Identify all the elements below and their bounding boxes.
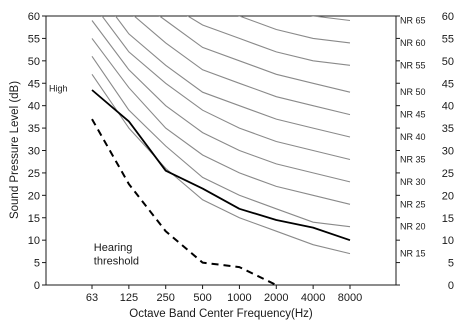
right-tick-label: 55 xyxy=(442,33,454,45)
left-tick-label: 45 xyxy=(28,78,40,90)
label-nr-50: NR 50 xyxy=(400,87,426,97)
label-nr-65: NR 65 xyxy=(400,16,426,26)
hearing-threshold-line xyxy=(91,118,277,285)
right-tick-label: 15 xyxy=(442,213,454,225)
nr-curves-group xyxy=(91,16,351,255)
left-tick-label: 5 xyxy=(34,258,40,270)
left-tick-label: 15 xyxy=(28,213,40,225)
right-tick-label: 45 xyxy=(442,78,454,90)
right-tick-label: 50 xyxy=(442,56,454,68)
x-axis-title: Octave Band Center Frequency(Hz) xyxy=(129,308,313,320)
curve-nr-45 xyxy=(133,16,351,116)
curve-nr-50 xyxy=(158,16,351,93)
right-tick-label: 20 xyxy=(442,190,454,202)
curve-nr-55 xyxy=(186,16,351,66)
x-tick-label: 2000 xyxy=(264,292,288,304)
right-tick-label: 5 xyxy=(448,258,454,270)
annotation-hearing-threshold: Hearing xyxy=(94,242,133,254)
label-nr-15: NR 15 xyxy=(400,249,426,259)
label-nr-30: NR 30 xyxy=(400,177,426,187)
series-group xyxy=(91,89,351,285)
left-tick-label: 20 xyxy=(28,190,40,202)
x-tick-label: 500 xyxy=(193,292,211,304)
label-nr-40: NR 40 xyxy=(400,132,426,142)
y-axis-title: Sound Pressure Level (dB) xyxy=(9,81,21,219)
x-tick-label: 63 xyxy=(86,292,98,304)
nr-curve-labels: NR 15 NR 20 NR 25 NR 30 NR 35 NR 40 NR 45 NR 50… xyxy=(400,16,426,259)
curve-nr-65 xyxy=(310,16,351,22)
right-y-axis: 0 5 10 15 20 25 30 35 40 45 50 55 60 xyxy=(396,11,454,292)
right-tick-label: 25 xyxy=(442,168,454,180)
left-tick-label: 10 xyxy=(28,235,40,247)
x-tick-label: 8000 xyxy=(338,292,362,304)
left-tick-label: 25 xyxy=(28,168,40,180)
curve-nr-35 xyxy=(101,16,351,161)
right-tick-label: 40 xyxy=(442,101,454,113)
left-y-axis: 0 5 10 15 20 25 30 35 40 45 50 55 60 xyxy=(28,11,46,292)
label-nr-55: NR 55 xyxy=(400,60,426,70)
label-nr-20: NR 20 xyxy=(400,222,426,232)
label-nr-45: NR 45 xyxy=(400,110,426,120)
curve-nr-15 xyxy=(91,73,351,255)
right-tick-label: 30 xyxy=(442,146,454,158)
curve-nr-25 xyxy=(91,38,351,205)
curve-nr-40 xyxy=(114,16,351,138)
annotation-hearing-threshold: threshold xyxy=(94,255,139,267)
right-tick-label: 0 xyxy=(448,280,454,292)
curve-nr-20 xyxy=(91,55,351,228)
x-axis: 63 125 250 500 1000 2000 4000 8000 xyxy=(86,285,362,304)
x-tick-label: 125 xyxy=(120,292,138,304)
curve-nr-60 xyxy=(237,16,351,44)
measured-spectrum-line xyxy=(91,89,351,242)
left-tick-label: 0 xyxy=(34,280,40,292)
label-nr-25: NR 25 xyxy=(400,199,426,209)
curve-nr-30 xyxy=(91,20,351,183)
left-tick-label: 30 xyxy=(28,146,40,158)
left-tick-label: 35 xyxy=(28,123,40,135)
right-tick-label: 35 xyxy=(442,123,454,135)
x-tick-label: 1000 xyxy=(227,292,251,304)
left-tick-label: 60 xyxy=(28,11,40,23)
left-tick-label: 55 xyxy=(28,33,40,45)
x-tick-label: 4000 xyxy=(301,292,325,304)
right-tick-label: 60 xyxy=(442,11,454,23)
label-nr-60: NR 60 xyxy=(400,38,426,48)
x-tick-label: 250 xyxy=(157,292,175,304)
right-tick-label: 10 xyxy=(442,235,454,247)
annotation-high: High xyxy=(49,84,68,94)
label-nr-35: NR 35 xyxy=(400,155,426,165)
left-tick-label: 40 xyxy=(28,101,40,113)
left-tick-label: 50 xyxy=(28,56,40,68)
